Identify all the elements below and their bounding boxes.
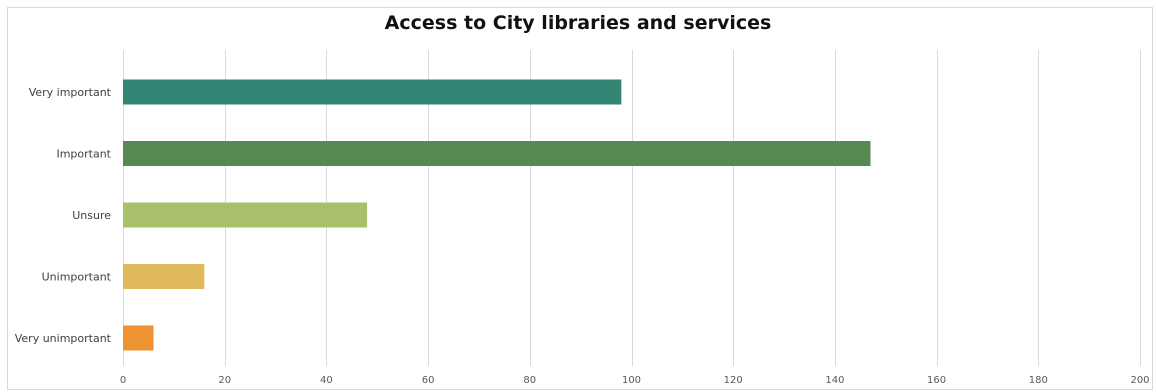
- category-label: Very unimportant: [15, 332, 112, 345]
- x-tick-label: 40: [320, 375, 333, 386]
- x-tick-label: 200: [1130, 375, 1149, 386]
- x-tick-label: 100: [622, 375, 641, 386]
- category-label: Important: [56, 148, 111, 161]
- bars: [123, 79, 871, 351]
- x-tick-label: 180: [1029, 375, 1048, 386]
- category-label: Very important: [29, 86, 112, 99]
- category-labels: Very important Important Unsure Unimportant…: [15, 86, 112, 345]
- x-tick-label: 120: [724, 375, 743, 386]
- x-tick-label: 20: [218, 375, 231, 386]
- bar: [123, 264, 205, 289]
- x-tick-label: 140: [825, 375, 844, 386]
- category-label: Unimportant: [42, 271, 112, 284]
- x-tick-label: 60: [422, 375, 435, 386]
- x-tick-label: 80: [523, 375, 536, 386]
- x-tick-labels: 0 20 40 60 80 100 120 140 160 180 200: [120, 375, 1150, 386]
- bar: [123, 325, 154, 351]
- bar: [123, 141, 871, 166]
- category-label: Unsure: [72, 209, 111, 222]
- chart-title: Access to City libraries and services: [384, 12, 772, 34]
- bar: [123, 79, 622, 105]
- x-tick-label: 0: [120, 375, 126, 386]
- x-tick-label: 160: [927, 375, 946, 386]
- chart-frame: [7, 7, 1153, 390]
- bar: [123, 202, 368, 228]
